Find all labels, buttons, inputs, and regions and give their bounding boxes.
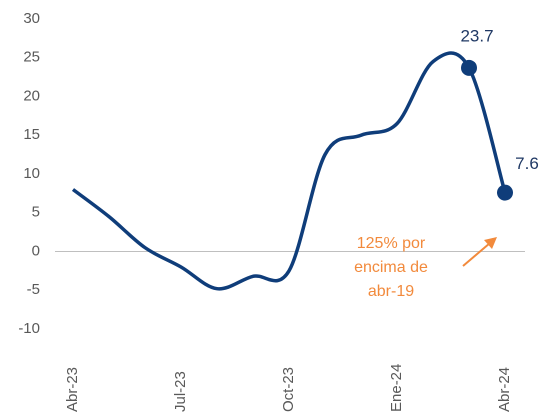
data-label: 7.6 — [515, 154, 539, 173]
x-tick-label: Ene-24 — [388, 364, 405, 412]
annotation: encima de — [354, 259, 428, 276]
x-tick-label: Abr-24 — [496, 367, 513, 412]
y-tick-label: 20 — [23, 87, 40, 104]
y-tick-label: 30 — [23, 10, 40, 27]
x-tick-label: Oct-23 — [280, 367, 297, 412]
y-tick-label: 0 — [32, 242, 40, 259]
y-tick-label: 5 — [32, 204, 40, 221]
annotation: abr-19 — [368, 283, 414, 300]
x-tick-label: Jul-23 — [172, 371, 189, 412]
data-label: 23.7 — [460, 26, 493, 45]
annotation-arrowhead — [484, 237, 497, 249]
x-tick-label: Abr-23 — [64, 367, 81, 412]
y-tick-label: -5 — [27, 281, 40, 298]
y-tick-label: -10 — [18, 320, 40, 337]
marker — [461, 59, 477, 76]
y-tick-label: 10 — [23, 165, 40, 182]
y-tick-label: 15 — [23, 126, 40, 143]
annotation-arrow — [462, 242, 491, 267]
marker — [497, 184, 513, 201]
annotation: 125% por — [357, 235, 426, 252]
y-tick-label: 25 — [23, 49, 40, 66]
line — [71, 51, 507, 291]
